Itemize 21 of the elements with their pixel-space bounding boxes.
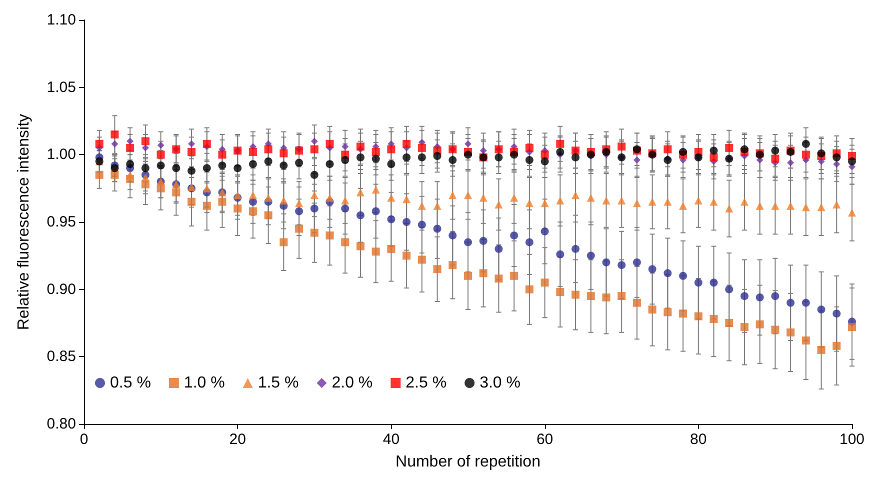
x-axis-title: Number of repetition (396, 454, 540, 470)
y-tick-label: 0.85 (46, 348, 76, 366)
y-tick-label: 1.05 (46, 78, 76, 96)
x-tick-label: 20 (229, 431, 246, 448)
x-tick-label: 100 (839, 431, 865, 448)
x-tick-label: 80 (690, 431, 707, 448)
y-tick-label: 0.95 (46, 214, 76, 230)
x-tick-label: 40 (382, 431, 400, 448)
legend-label: 0.5 % (110, 374, 151, 392)
legend-label: 1.5 % (258, 374, 299, 392)
legend-label: 2.5 % (406, 374, 447, 392)
y-tick-label: 1.00 (46, 146, 76, 164)
x-tick-label: 60 (536, 431, 554, 448)
y-tick-label: 0.80 (46, 416, 76, 432)
legend-label: 2.0 % (332, 374, 373, 392)
x-tick-label: 0 (80, 431, 88, 448)
y-tick-label: 0.90 (46, 280, 76, 298)
legend-label: 3.0 % (480, 374, 520, 392)
y-tick-label: 1.10 (46, 12, 76, 28)
y-axis-title: Relative fluorescence intensity (16, 114, 32, 330)
legend-label: 1.0 % (184, 374, 225, 392)
